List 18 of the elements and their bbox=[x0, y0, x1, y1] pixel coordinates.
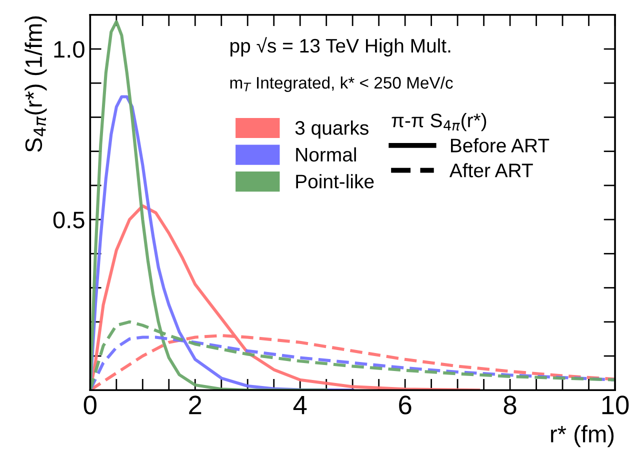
annotation: After ART bbox=[449, 163, 533, 178]
x-tick-label: 8 bbox=[504, 396, 516, 414]
x-tick-label: 4 bbox=[293, 396, 307, 414]
annotation: pp √s = 13 TeV High Mult. bbox=[230, 37, 450, 56]
y-tick-label: 0.5 bbox=[53, 212, 84, 228]
legend-label: Point-like bbox=[296, 174, 374, 188]
y-tick-label: 1.0 bbox=[54, 41, 84, 58]
annotation: m$_{T}$ Integrated, k* < 250 MeV/c bbox=[230, 76, 453, 92]
legend-title: π-π S$_{4π}$(r*) bbox=[392, 113, 486, 132]
x-axis-title: r* (fm) bbox=[551, 425, 614, 448]
legend-label: 3 quarks bbox=[295, 120, 368, 139]
annotation: Before ART bbox=[451, 138, 550, 152]
y-axis-title: S$_{4π}$(r*) (1/fm) bbox=[24, 16, 47, 152]
legend-label: Normal bbox=[296, 147, 356, 162]
x-tick-label: 0 bbox=[84, 396, 96, 414]
x-tick-label: 10 bbox=[602, 396, 629, 414]
x-tick-label: 2 bbox=[189, 396, 202, 414]
x-tick-label: 6 bbox=[399, 396, 412, 414]
